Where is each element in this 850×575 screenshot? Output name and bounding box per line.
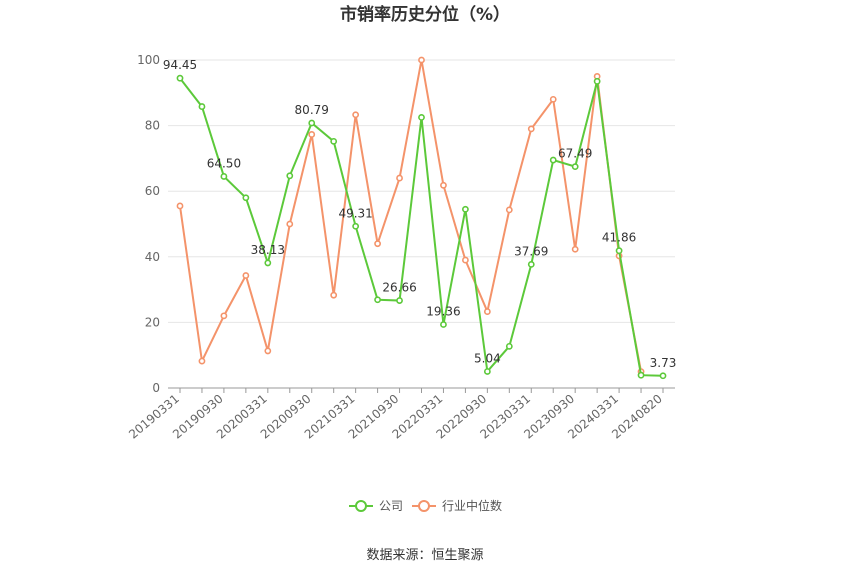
data-point: [440, 321, 447, 328]
legend-item[interactable]: 公司: [349, 499, 403, 513]
data-label: 94.45: [163, 58, 197, 72]
data-point: [176, 202, 184, 210]
data-point: [220, 173, 228, 180]
data-point: [220, 312, 228, 320]
data-label: 37.69: [514, 244, 548, 258]
data-point: [242, 272, 250, 279]
data-point: [286, 172, 294, 180]
data-label: 26.66: [382, 281, 416, 295]
data-point: [483, 368, 491, 375]
data-point: [242, 194, 250, 202]
data-label: 64.50: [207, 156, 241, 170]
data-point: [462, 256, 469, 264]
y-tick-label: 100: [137, 53, 160, 67]
data-label: 80.79: [295, 103, 329, 117]
data-point: [527, 125, 535, 133]
data-point: [264, 347, 272, 355]
data-point: [330, 291, 338, 299]
data-point: [396, 174, 403, 182]
legend-label: 公司: [379, 499, 403, 513]
y-tick-label: 20: [145, 315, 160, 329]
legend-item[interactable]: 行业中位数: [412, 498, 502, 513]
data-point: [418, 56, 425, 64]
data-labels: 94.45 64.50 38.13 80.79 49.31 26.66 19.36 5.04 3…: [163, 58, 677, 370]
data-point: [308, 131, 316, 138]
data-point: [198, 103, 206, 110]
data-point: [505, 206, 513, 214]
legend-label: 行业中位数: [442, 498, 502, 513]
data-point: [352, 222, 360, 230]
chart-title: 市销率历史分位（%）: [340, 4, 510, 25]
data-point: [396, 297, 403, 304]
data-point: [418, 114, 425, 121]
data-point: [352, 111, 360, 119]
data-point: [527, 260, 535, 268]
y-tick-label: 40: [145, 250, 160, 264]
data-point: [571, 245, 579, 253]
data-point: [308, 119, 316, 127]
data-point: [659, 372, 667, 380]
data-point: [549, 95, 557, 103]
legend-marker: [418, 500, 430, 512]
data-point: [462, 205, 469, 213]
data-label: 38.13: [251, 243, 285, 257]
data-point: [615, 247, 623, 255]
data-point: [330, 137, 338, 145]
series-line: [179, 59, 643, 372]
data-point: [549, 156, 557, 164]
data-point: [637, 371, 645, 379]
data-point: [483, 308, 491, 315]
data-label: 19.36: [426, 304, 460, 318]
data-point: [593, 77, 601, 85]
legend-marker: [355, 500, 367, 512]
data-point: [264, 259, 272, 267]
series-layer: [176, 56, 667, 380]
data-point: [374, 240, 381, 248]
data-point: [176, 74, 184, 82]
y-tick-label: 60: [145, 184, 160, 198]
y-axis: 0 20 40 60 80 100: [137, 53, 160, 395]
data-point: [286, 220, 294, 228]
data-label: 5.04: [474, 351, 501, 365]
legend[interactable]: 公司 行业中位数: [349, 498, 502, 513]
data-point: [198, 357, 206, 365]
data-point: [374, 296, 381, 304]
data-label: 67.49: [558, 147, 592, 161]
data-label: 49.31: [338, 206, 372, 220]
data-label: 41.86: [602, 231, 636, 245]
x-axis: 2019033120190930202003312020093020210331…: [126, 387, 675, 442]
data-point: [571, 163, 579, 171]
y-tick-label: 0: [152, 381, 160, 395]
data-label: 3.73: [650, 356, 677, 370]
data-point: [440, 181, 447, 189]
source-note: 数据来源：恒生聚源: [366, 548, 483, 563]
data-point: [505, 342, 513, 350]
y-tick-label: 80: [145, 119, 160, 133]
